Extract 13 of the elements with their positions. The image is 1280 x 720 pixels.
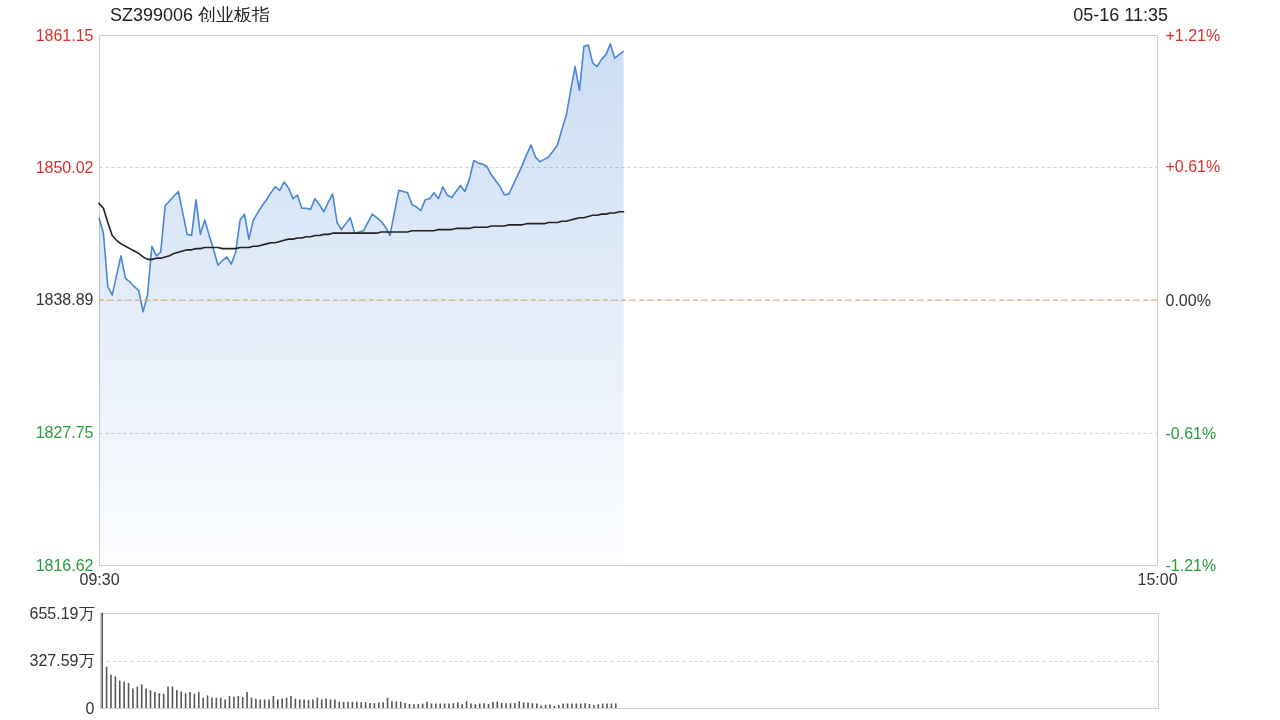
y-tick-label: 0	[85, 699, 95, 717]
y2-tick-label: -0.61%	[1165, 425, 1217, 443]
y-tick-label: 327.59万	[29, 652, 94, 669]
text: 05-16 11:35	[1073, 4, 1168, 26]
y2-tick-label: +0.61%	[1165, 157, 1221, 175]
y-tick-label: 1861.15	[35, 26, 94, 44]
line-series	[98, 202, 625, 261]
y2-tick-label: 0.00%	[1165, 291, 1211, 309]
y-tick-label: 655.19万	[29, 604, 94, 622]
y2-tick-label: +1.21%	[1165, 26, 1221, 44]
y-tick-label: 1838.89	[35, 291, 94, 309]
y-tick-label: 1827.75	[35, 424, 94, 442]
y-tick-label: 1850.02	[35, 158, 94, 176]
